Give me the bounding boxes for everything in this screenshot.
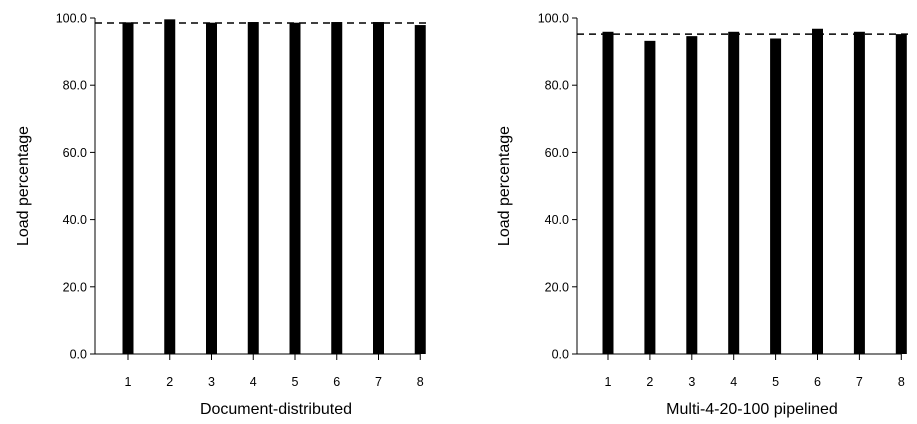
x-tick-label: 5 (772, 375, 779, 389)
x-tick-label: 3 (208, 375, 215, 389)
x-tick-label: 5 (292, 375, 299, 389)
y-axis-label: Load percentage (496, 126, 513, 246)
bar-5 (770, 38, 782, 354)
y-tick-label: 80.0 (63, 79, 87, 93)
x-tick-label: 8 (417, 375, 424, 389)
x-axis-label: Document-distributed (200, 401, 352, 418)
x-tick-label: 7 (856, 375, 863, 389)
x-tick-label: 4 (730, 375, 737, 389)
x-tick-label: 2 (166, 375, 173, 389)
bar-4 (247, 22, 259, 355)
chart-panel-multi-pipelined: 0.0 20.0 40.0 60.0 80.0 100.0 1 2 3 4 5 6 7 8 Multi-… (496, 12, 912, 418)
bar-1 (602, 31, 614, 355)
x-tick-label: 3 (688, 375, 695, 389)
bar-7 (853, 31, 865, 355)
bar-8 (414, 25, 426, 355)
bar-6 (812, 28, 823, 354)
bars-group (95, 19, 430, 355)
y-tick-label: 20.0 (63, 280, 87, 294)
y-tick-label: 100.0 (538, 12, 569, 26)
y-tick-label: 0.0 (552, 348, 569, 362)
bar-2 (164, 19, 176, 355)
y-tick-label: 40.0 (63, 213, 87, 227)
x-tick-label: 8 (898, 375, 905, 389)
y-axis-label: Load percentage (15, 126, 32, 246)
x-tick-label: 1 (605, 375, 612, 389)
bar-6 (331, 22, 343, 355)
y-tick-label: 100.0 (56, 12, 87, 26)
y-tick-label: 80.0 (545, 79, 569, 93)
bar-1 (122, 22, 134, 355)
chart-panel-document-distributed: 0.0 20.0 40.0 60.0 80.0 100.0 1 2 3 4 5 6 7 8 Docume… (15, 12, 430, 418)
x-tick-label: 6 (814, 375, 821, 389)
bar-8 (895, 34, 907, 354)
bar-3 (686, 36, 698, 354)
x-axis-label: Multi-4-20-100 pipelined (666, 401, 838, 418)
y-tick-label: 0.0 (70, 348, 87, 362)
bar-4 (728, 31, 740, 355)
bar-5 (289, 22, 301, 354)
y-tick-label: 60.0 (545, 146, 569, 160)
bars-group (577, 28, 912, 355)
x-axis: 1 2 3 4 5 6 7 8 (95, 353, 424, 389)
y-tick-label: 20.0 (545, 280, 569, 294)
y-tick-label: 40.0 (545, 213, 569, 227)
y-axis: 0.0 20.0 40.0 60.0 80.0 100.0 (538, 12, 578, 362)
bar-2 (644, 40, 656, 354)
x-tick-label: 6 (333, 375, 340, 389)
y-tick-label: 60.0 (63, 146, 87, 160)
x-tick-label: 2 (646, 375, 653, 389)
x-tick-label: 7 (375, 375, 382, 389)
y-axis: 0.0 20.0 40.0 60.0 80.0 100.0 (56, 12, 96, 362)
x-axis: 1 2 3 4 5 6 7 8 (577, 353, 905, 389)
x-tick-label: 4 (250, 375, 257, 389)
bar-7 (373, 22, 384, 355)
x-tick-label: 1 (125, 375, 132, 389)
bar-3 (206, 22, 217, 354)
